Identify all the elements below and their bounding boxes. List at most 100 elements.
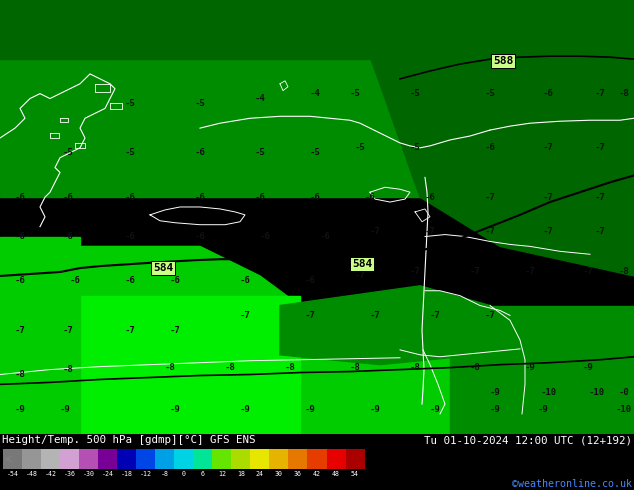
Text: 42: 42 xyxy=(313,471,321,477)
Text: -6: -6 xyxy=(484,144,495,152)
Text: -7: -7 xyxy=(543,227,553,236)
Text: -7: -7 xyxy=(484,193,495,201)
Text: 584: 584 xyxy=(153,263,173,273)
Bar xyxy=(346,449,365,468)
Text: Tu 01-10-2024 12:00 UTC (12+192): Tu 01-10-2024 12:00 UTC (12+192) xyxy=(424,435,632,445)
Text: -9: -9 xyxy=(15,405,25,414)
Text: -6: -6 xyxy=(195,148,205,157)
Text: -6: -6 xyxy=(543,89,553,98)
Text: -12: -12 xyxy=(140,471,152,477)
Text: -6: -6 xyxy=(195,193,205,201)
Bar xyxy=(3,449,22,468)
Text: -5: -5 xyxy=(354,144,365,152)
Text: -6: -6 xyxy=(309,193,320,201)
Text: -6: -6 xyxy=(125,276,136,285)
Text: -6: -6 xyxy=(304,276,315,285)
Polygon shape xyxy=(0,0,634,59)
Text: -6: -6 xyxy=(125,232,136,241)
Text: -6: -6 xyxy=(255,193,266,201)
Text: 588: 588 xyxy=(493,56,513,66)
Text: -24: -24 xyxy=(102,471,113,477)
Text: -5: -5 xyxy=(195,99,205,108)
Polygon shape xyxy=(280,286,490,365)
Text: -5: -5 xyxy=(410,144,420,152)
Text: -6: -6 xyxy=(425,193,436,201)
Text: -8: -8 xyxy=(161,471,169,477)
Text: -9: -9 xyxy=(240,405,250,414)
Text: -7: -7 xyxy=(170,326,181,335)
Text: -7: -7 xyxy=(543,144,553,152)
Bar xyxy=(79,449,98,468)
Polygon shape xyxy=(0,335,634,434)
Text: -7: -7 xyxy=(595,144,605,152)
Text: -7: -7 xyxy=(595,193,605,201)
Text: -7: -7 xyxy=(354,271,365,280)
Text: -7: -7 xyxy=(425,227,436,236)
Text: -7: -7 xyxy=(240,311,250,320)
Bar xyxy=(174,449,193,468)
Text: -5: -5 xyxy=(255,148,266,157)
Text: -9: -9 xyxy=(370,405,380,414)
Bar xyxy=(250,449,269,468)
Text: 0: 0 xyxy=(182,471,186,477)
Text: 584: 584 xyxy=(352,259,372,269)
Text: -30: -30 xyxy=(83,471,94,477)
Text: -6: -6 xyxy=(63,193,74,201)
Text: -6: -6 xyxy=(15,232,25,241)
Bar xyxy=(98,449,117,468)
Text: -7: -7 xyxy=(410,267,420,275)
Text: -36: -36 xyxy=(64,471,75,477)
Text: -48: -48 xyxy=(26,471,37,477)
Text: -7: -7 xyxy=(470,267,481,275)
Text: -8: -8 xyxy=(63,365,74,374)
Text: -9: -9 xyxy=(430,405,441,414)
Text: -8: -8 xyxy=(285,363,295,372)
Bar xyxy=(288,449,307,468)
Text: -9: -9 xyxy=(489,388,500,397)
Text: -5: -5 xyxy=(309,148,320,157)
Text: -8: -8 xyxy=(470,363,481,372)
Text: -6: -6 xyxy=(15,193,25,201)
Polygon shape xyxy=(0,0,634,197)
Bar xyxy=(136,449,155,468)
Text: -7: -7 xyxy=(595,227,605,236)
Text: -7: -7 xyxy=(595,89,605,98)
Text: -6: -6 xyxy=(63,232,74,241)
Text: -5: -5 xyxy=(349,89,360,98)
Text: -8: -8 xyxy=(165,363,176,372)
Text: -10: -10 xyxy=(541,388,557,397)
Text: -5: -5 xyxy=(410,89,420,98)
Text: -6: -6 xyxy=(320,232,330,241)
Text: -4: -4 xyxy=(309,89,320,98)
Text: -8: -8 xyxy=(224,363,235,372)
Text: -8: -8 xyxy=(410,363,420,372)
Text: -5: -5 xyxy=(484,89,495,98)
Text: -9: -9 xyxy=(583,363,593,372)
Text: -7: -7 xyxy=(543,193,553,201)
Text: -9: -9 xyxy=(524,363,535,372)
Text: -6: -6 xyxy=(170,276,181,285)
Bar xyxy=(22,449,41,468)
Polygon shape xyxy=(450,306,634,434)
Text: -7: -7 xyxy=(370,227,380,236)
Text: 12: 12 xyxy=(218,471,226,477)
Text: 6: 6 xyxy=(201,471,205,477)
Text: -0: -0 xyxy=(619,388,630,397)
Text: -9: -9 xyxy=(538,405,548,414)
Text: -7: -7 xyxy=(15,326,25,335)
Text: -7: -7 xyxy=(524,267,535,275)
Text: -5: -5 xyxy=(125,99,136,108)
Bar xyxy=(269,449,288,468)
Bar xyxy=(117,449,136,468)
Text: -7: -7 xyxy=(484,227,495,236)
Text: -10: -10 xyxy=(616,405,632,414)
Text: 30: 30 xyxy=(275,471,283,477)
Text: -9: -9 xyxy=(304,405,315,414)
Text: Height/Temp. 500 hPa [gdmp][°C] GFS ENS: Height/Temp. 500 hPa [gdmp][°C] GFS ENS xyxy=(2,435,256,445)
Text: -10: -10 xyxy=(589,388,605,397)
Bar xyxy=(60,449,79,468)
Text: -6: -6 xyxy=(195,232,205,241)
Text: -8: -8 xyxy=(619,267,630,275)
Text: 24: 24 xyxy=(256,471,264,477)
Text: -7: -7 xyxy=(430,311,441,320)
